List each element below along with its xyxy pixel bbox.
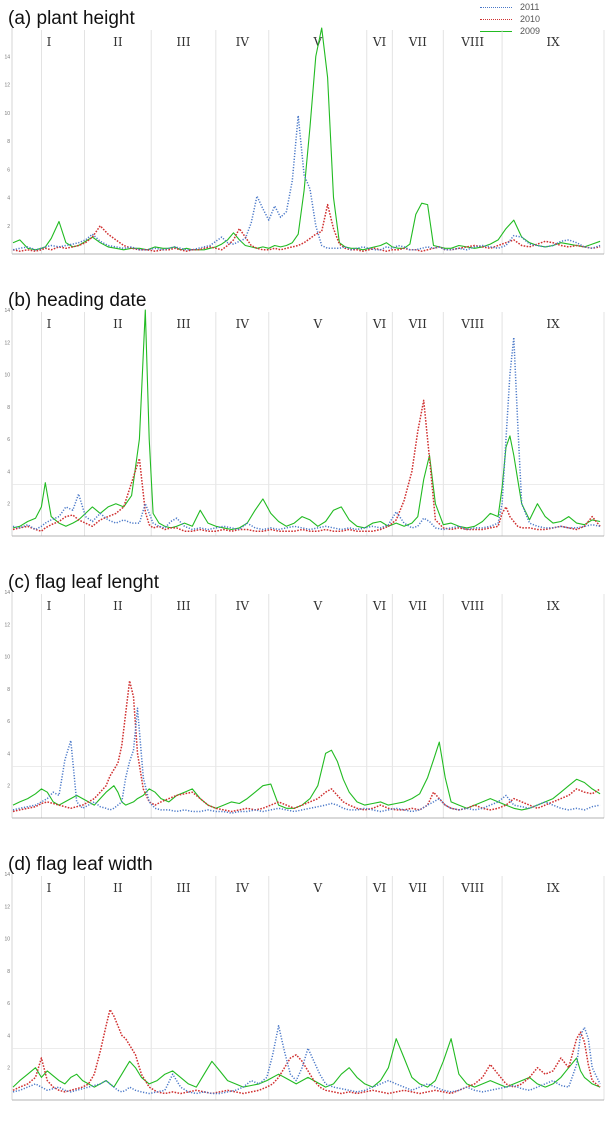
y-tick-label: 4 xyxy=(7,751,10,757)
series-line-2009 xyxy=(12,27,601,251)
y-tick-label: 14 xyxy=(4,590,10,596)
chromosome-label-viii: VIII xyxy=(460,35,484,49)
chromosome-label-vi: VI xyxy=(372,35,387,49)
legend-label-2009: 2009 xyxy=(520,26,541,36)
chromosome-label-iii: III xyxy=(176,599,190,613)
panel-title: (a) plant height xyxy=(8,8,135,29)
y-tick-label: 14 xyxy=(4,54,10,60)
chromosome-label-vii: VII xyxy=(408,35,427,49)
y-tick-label: 12 xyxy=(4,904,10,910)
series-line-2010 xyxy=(12,399,601,532)
y-tick-label: 14 xyxy=(4,308,10,314)
legend-item-2009: 2009 xyxy=(480,26,605,38)
chromosome-label-iii: III xyxy=(176,317,190,331)
series-line-2010 xyxy=(12,680,601,813)
y-tick-label: 2 xyxy=(7,224,10,230)
series-line-2010 xyxy=(12,203,601,252)
chromosome-label-ix: IX xyxy=(546,881,560,895)
series-line-2009 xyxy=(12,741,601,811)
y-tick-label: 14 xyxy=(4,872,10,878)
chromosome-label-ix: IX xyxy=(546,35,560,49)
y-tick-label: 8 xyxy=(7,687,10,693)
chromosome-label-i: I xyxy=(47,599,52,613)
legend-label-2011: 2011 xyxy=(520,2,540,12)
legend-label-2010: 2010 xyxy=(520,14,541,24)
series-line-2009 xyxy=(12,1038,601,1088)
chromosome-label-ix: IX xyxy=(546,317,560,331)
chromosome-label-v: V xyxy=(312,881,322,895)
series-line-2010 xyxy=(12,1008,601,1095)
y-tick-label: 2 xyxy=(7,784,10,790)
chromosome-label-iv: IV xyxy=(236,35,250,49)
series-line-2011 xyxy=(12,1024,601,1095)
chromosome-label-ii: II xyxy=(113,881,123,895)
chromosome-label-iii: III xyxy=(176,35,190,49)
panel-flag-leaf-width: (d) flag leaf width 2 4 6 8 10 12 14 I II III IV V V… xyxy=(0,846,607,1128)
legend-item-2011: 2011 xyxy=(480,2,605,14)
chromosome-label-iv: IV xyxy=(236,881,250,895)
y-tick-label: 2 xyxy=(7,1066,10,1072)
panel-plant-height: (a) plant height 2 4 6 8 10 12 14 I II III IV V VI VI… xyxy=(0,0,607,282)
chromosome-label-vii: VII xyxy=(408,317,427,331)
chromosome-label-viii: VIII xyxy=(460,881,484,895)
y-tick-label: 6 xyxy=(7,167,10,173)
legend-swatch-2010 xyxy=(480,19,512,20)
y-tick-label: 6 xyxy=(7,437,10,443)
y-tick-label: 8 xyxy=(7,405,10,411)
chromosome-label-v: V xyxy=(312,599,322,613)
y-tick-label: 4 xyxy=(7,196,10,202)
y-tick-label: 10 xyxy=(4,111,10,117)
chromosome-label-ii: II xyxy=(113,35,123,49)
chromosome-label-vi: VI xyxy=(372,599,387,613)
chromosome-label-vi: VI xyxy=(372,317,387,331)
chromosome-label-ix: IX xyxy=(546,599,560,613)
panel-heading-date: (b) heading date 2 4 6 8 10 12 14 I II III IV V VI VI… xyxy=(0,282,607,564)
panel-title: (c) flag leaf lenght xyxy=(8,572,160,593)
legend-item-2010: 2010 xyxy=(480,14,605,26)
chromosome-label-v: V xyxy=(312,35,322,49)
series-line-2011 xyxy=(12,114,601,251)
chromosome-label-iii: III xyxy=(176,881,190,895)
y-tick-label: 12 xyxy=(4,83,10,89)
y-tick-label: 12 xyxy=(4,340,10,346)
chromosome-label-vii: VII xyxy=(408,881,427,895)
chromosome-label-vii: VII xyxy=(408,599,427,613)
chart-legend: 2011 2010 2009 xyxy=(480,2,605,42)
chromosome-label-viii: VIII xyxy=(460,599,484,613)
y-tick-label: 4 xyxy=(7,1033,10,1039)
chromosome-label-i: I xyxy=(47,35,52,49)
chromosome-label-iv: IV xyxy=(236,317,250,331)
y-tick-label: 12 xyxy=(4,622,10,628)
y-tick-label: 8 xyxy=(7,969,10,975)
y-tick-label: 10 xyxy=(4,655,10,661)
series-line-2011 xyxy=(12,707,601,814)
legend-swatch-2009 xyxy=(480,31,512,32)
legend-swatch-2011 xyxy=(480,7,512,8)
chromosome-label-vi: VI xyxy=(372,881,387,895)
chromosome-label-iv: IV xyxy=(236,599,250,613)
chromosome-label-ii: II xyxy=(113,317,123,331)
y-tick-label: 6 xyxy=(7,1001,10,1007)
series-line-2009 xyxy=(12,309,601,531)
panel-flag-leaf-length: (c) flag leaf lenght 2 4 6 8 10 12 14 I II III IV V… xyxy=(0,564,607,846)
y-tick-label: 8 xyxy=(7,139,10,145)
chromosome-label-i: I xyxy=(47,881,52,895)
y-tick-label: 10 xyxy=(4,373,10,379)
chromosome-label-i: I xyxy=(47,317,52,331)
y-tick-label: 10 xyxy=(4,937,10,943)
y-tick-label: 6 xyxy=(7,719,10,725)
chromosome-label-ii: II xyxy=(113,599,123,613)
y-tick-label: 2 xyxy=(7,502,10,508)
chromosome-label-viii: VIII xyxy=(460,317,484,331)
panel-title: (b) heading date xyxy=(8,290,147,311)
series-line-2011 xyxy=(12,336,601,531)
y-tick-label: 4 xyxy=(7,469,10,475)
chromosome-label-v: V xyxy=(312,317,322,331)
panel-title: (d) flag leaf width xyxy=(8,854,153,875)
